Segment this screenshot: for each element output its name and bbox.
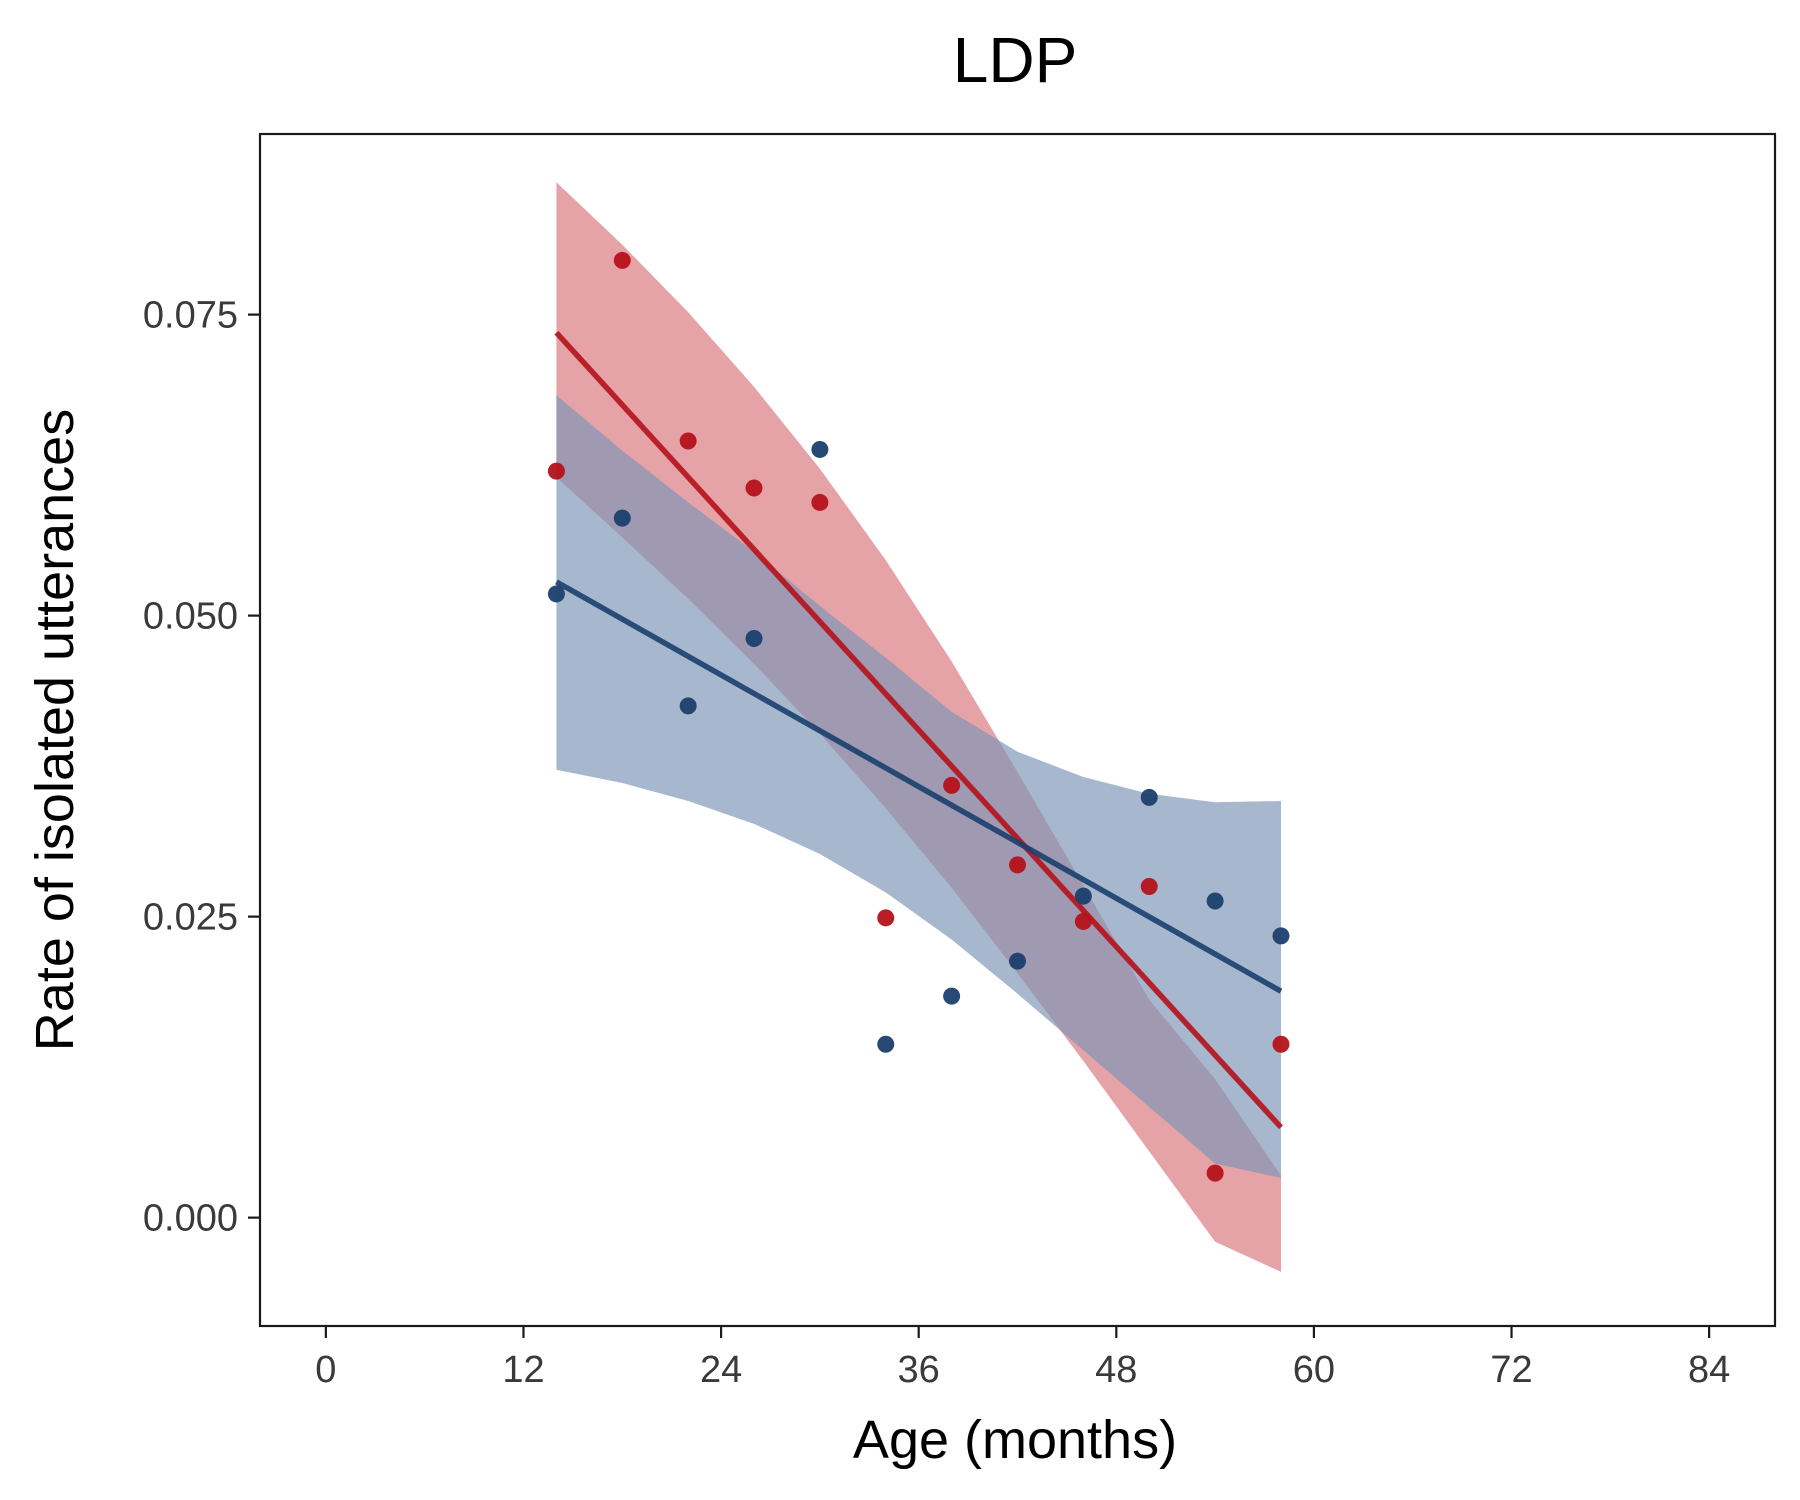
y-axis-label: Rate of isolated utterances — [25, 409, 85, 1051]
data-point-s2-12 — [1272, 927, 1290, 945]
x-tick-label: 84 — [1688, 1349, 1730, 1391]
data-point-s2-10 — [1140, 788, 1158, 806]
data-point-s1-3 — [679, 432, 697, 450]
data-point-s1-8 — [1009, 856, 1026, 874]
data-point-s1-11 — [1206, 1164, 1224, 1182]
data-point-s2-6 — [877, 1035, 895, 1053]
x-tick-label: 24 — [700, 1349, 742, 1391]
data-point-s2-4 — [745, 629, 763, 647]
data-point-s1-12 — [1272, 1035, 1290, 1053]
data-point-s2-8 — [1009, 952, 1026, 970]
x-tick-label: 60 — [1293, 1349, 1335, 1391]
data-point-s1-1 — [547, 462, 565, 480]
data-points — [547, 251, 1290, 1182]
x-tick-label: 48 — [1095, 1349, 1137, 1391]
y-tick-label: 0.025 — [143, 897, 238, 939]
x-axis-label: Age (months) — [853, 1410, 1177, 1470]
x-tick-label: 72 — [1490, 1349, 1532, 1391]
data-point-s2-5 — [811, 440, 829, 458]
data-point-s2-7 — [943, 987, 961, 1005]
data-point-s2-1 — [547, 585, 565, 603]
y-axis-ticks: 0.000 0.025 0.050 0.075 — [143, 295, 260, 1240]
data-point-s2-9 — [1074, 887, 1092, 905]
fit-line-2 — [555, 579, 1283, 994]
x-tick-label: 12 — [502, 1349, 544, 1391]
data-point-s1-6 — [877, 909, 895, 927]
data-point-s2-11 — [1206, 892, 1224, 910]
fit-line-1 — [554, 330, 1284, 1130]
plot-panel — [258, 132, 1777, 1328]
x-axis-ticks: 0 12 24 36 48 60 72 84 — [315, 1326, 1730, 1391]
data-point-s1-7 — [943, 776, 961, 794]
data-point-s2-2 — [613, 509, 631, 527]
fit-lines — [554, 330, 1284, 1130]
data-point-s1-5 — [811, 493, 829, 511]
data-point-s2-3 — [679, 697, 697, 715]
data-point-s1-10 — [1140, 878, 1158, 896]
chart-title: LDP — [953, 24, 1078, 96]
x-tick-label: 0 — [315, 1349, 336, 1391]
data-point-s1-2 — [613, 251, 631, 269]
data-point-s1-4 — [745, 479, 763, 497]
y-tick-label: 0.075 — [143, 295, 238, 337]
y-tick-label: 0.050 — [143, 596, 238, 638]
y-tick-label: 0.000 — [143, 1198, 238, 1240]
data-point-s1-9 — [1074, 912, 1092, 930]
x-tick-label: 36 — [898, 1349, 940, 1391]
